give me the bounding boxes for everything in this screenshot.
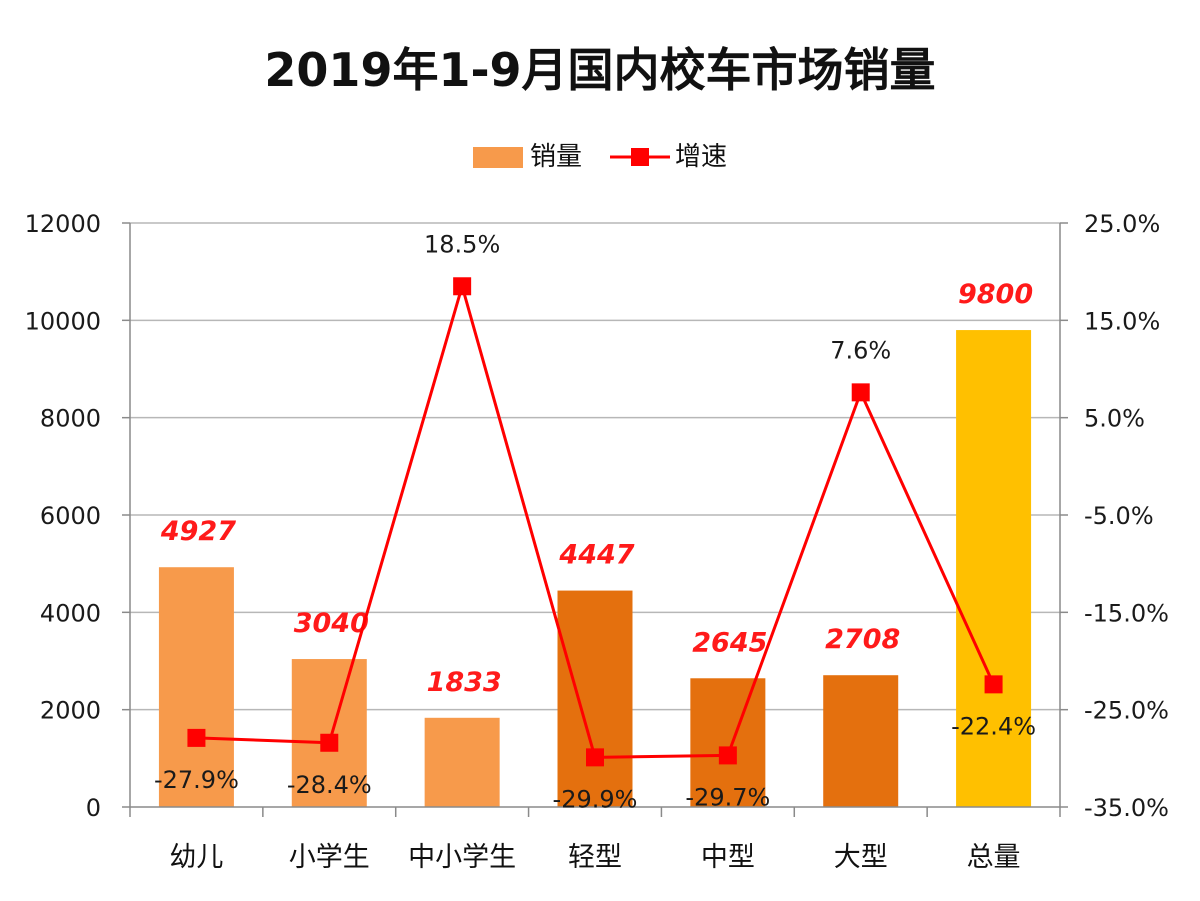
axes [122,222,1068,817]
bar-5 [690,678,766,807]
growth-point-3 [453,277,472,296]
chart-title: 2019年1-9月国内校车市场销量 [264,43,935,97]
growth-point-2 [320,733,339,752]
growth-value-label: -22.4% [951,712,1036,740]
right-tick-label: -35.0% [1084,794,1169,822]
growth-value-label: -29.7% [685,783,770,811]
right-tick-label: 25.0% [1084,210,1160,238]
category-label: 小学生 [289,842,370,873]
left-tick-label: 4000 [40,599,101,627]
legend-bar-label: 销量 [530,142,582,172]
growth-point-4 [586,748,604,767]
category-label: 幼儿 [169,842,223,873]
legend: 销量 增速 [473,142,727,172]
right-tick-label: -15.0% [1084,599,1169,627]
line-value-labels: -27.9% -28.4% 18.5% -29.9% -29.7% 7.6% -22.4% [154,230,1036,813]
bar-series [158,330,1032,807]
left-tick-label: 12000 [25,210,101,238]
right-tick-label: 5.0% [1084,405,1145,433]
left-tick-label: 10000 [25,307,101,335]
bar-value-label: 9800 [958,279,1033,310]
bar-3 [424,717,500,807]
bar-7 [956,330,1032,807]
bar-2 [291,659,367,807]
right-tick-label: -5.0% [1084,502,1154,530]
bar-4 [557,590,633,807]
growth-value-label: -28.4% [287,771,372,799]
category-label: 轻型 [568,842,622,873]
growth-point-6 [851,383,870,402]
bar-value-label: 2645 [692,627,767,658]
growth-value-label: -27.9% [154,766,239,794]
left-axis-ticks: 0 2000 4000 6000 8000 10000 12000 [25,210,101,822]
bar-value-labels: 4927 3040 1833 4447 2645 2708 9800 [160,279,1033,698]
legend-line-marker [631,148,649,166]
right-tick-label: -25.0% [1084,697,1169,725]
category-label: 中小学生 [408,842,516,873]
bar-value-label: 3040 [294,608,369,639]
left-tick-label: 2000 [40,697,101,725]
growth-value-label: 18.5% [424,230,500,258]
left-tick-label: 6000 [40,502,101,530]
bar-value-label: 1833 [427,667,502,698]
category-label: 总量 [967,842,1021,873]
category-label: 大型 [834,842,888,873]
left-tick-label: 0 [86,794,101,822]
left-tick-label: 8000 [40,405,101,433]
growth-value-label: 7.6% [830,336,891,364]
category-axis-labels: 幼儿 小学生 中小学生 轻型 中型 大型 总量 [169,842,1020,873]
line-series [187,277,1003,767]
growth-value-label: -29.9% [553,785,638,813]
growth-point-5 [718,746,737,765]
right-tick-label: 15.0% [1084,307,1160,335]
growth-point-7 [984,675,1003,694]
bar-value-label: 4927 [160,516,236,547]
right-axis-ticks: -35.0% -25.0% -15.0% -5.0% 5.0% 15.0% 25.0% [1084,210,1169,822]
bar-value-label: 4447 [558,540,634,571]
legend-line-label: 增速 [675,142,727,172]
growth-point-1 [187,728,206,747]
bar-6 [823,675,899,807]
legend-bar-swatch [473,147,523,168]
bar-value-label: 2708 [825,624,900,655]
category-label: 中型 [701,842,755,873]
bar-1 [158,567,234,807]
